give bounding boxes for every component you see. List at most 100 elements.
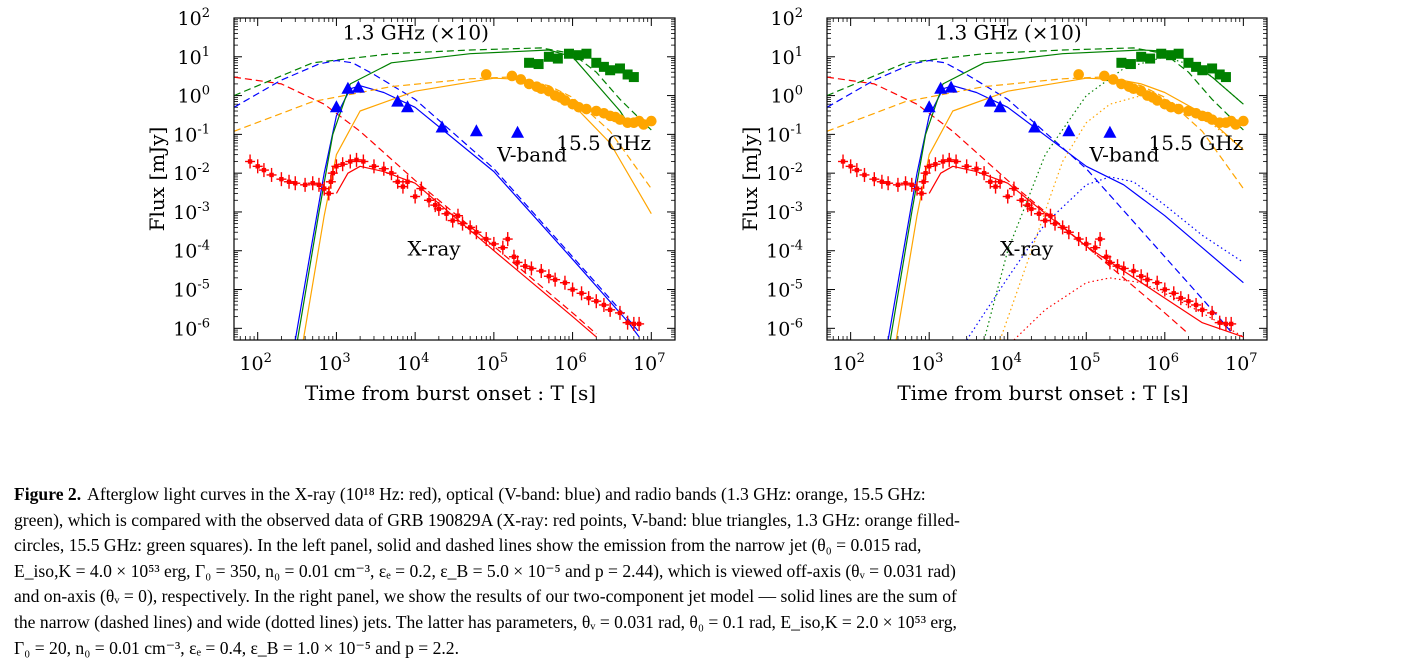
x-tick-label: 105 [476, 351, 508, 375]
xray-point [266, 167, 277, 182]
xray-point [1026, 201, 1037, 216]
xray-point [290, 176, 301, 191]
curve-solid [294, 85, 640, 340]
xray-point [471, 225, 482, 240]
radio-1-3ghz-point [480, 69, 492, 80]
xray-point [258, 163, 269, 178]
xray-point [883, 176, 894, 191]
radio-15-5ghz-point [1191, 61, 1202, 72]
x-tick-label: 102 [832, 351, 864, 375]
caption-line: Γ₀ = 20, n₀ = 0.01 cm⁻³, εₑ = 0.4, ε_B =… [14, 637, 459, 658]
y-tick-label: 102 [178, 6, 210, 30]
y-tick-label: 101 [771, 45, 803, 69]
xray-point [1168, 286, 1179, 301]
curve-dashed [234, 59, 640, 333]
xray-point [358, 154, 369, 169]
radio-15-5ghz-point [1156, 48, 1167, 59]
xray-point [1136, 269, 1147, 284]
xray-point [276, 172, 287, 187]
caption-line: green), which is compared with the obser… [14, 509, 960, 530]
xray-point [634, 316, 645, 331]
xray-point [433, 201, 444, 216]
curve-solid [296, 49, 629, 340]
caption-label: Figure 2. [14, 484, 82, 504]
caption-line: circles, 15.5 GHz: green squares). In th… [14, 535, 922, 556]
vband-point [329, 100, 343, 113]
chart-annotation: 1.3 GHz (×10) [343, 20, 489, 44]
radio-15-5ghz-point [581, 48, 592, 59]
chart-panel-right: 102 103 104 105 106 107 10-6 10-5 10-4 10-3 10-2 10… [738, 6, 1268, 405]
radio-15-5ghz-point [1214, 69, 1225, 80]
xray-point [869, 172, 880, 187]
plot-frame [233, 17, 676, 341]
xray-point [591, 294, 602, 309]
xray-point [944, 152, 955, 167]
xray-point [457, 216, 468, 231]
y-tick-label: 10-4 [173, 239, 210, 263]
xray-point [924, 159, 935, 174]
y-tick-label: 10-3 [766, 200, 803, 224]
xray-point [526, 261, 537, 276]
xray-point [1175, 291, 1186, 306]
xray-point [323, 186, 334, 201]
xray-point [1016, 193, 1027, 208]
y-axis-label: Flux [mJy] [145, 127, 169, 232]
x-tick-label: 106 [1147, 351, 1179, 375]
y-tick-label: 10-1 [173, 122, 210, 146]
xray-point [900, 176, 911, 191]
xray-point [392, 174, 403, 189]
xray-point [452, 208, 463, 223]
curve-dotted [1013, 277, 1244, 340]
xray-point [961, 159, 972, 174]
xray-point [576, 286, 587, 301]
xray-point [605, 302, 616, 317]
xray-point [1112, 259, 1123, 274]
radio-1-3ghz-point [1107, 74, 1119, 85]
xray-point [1128, 264, 1139, 279]
chart-annotation: V-band [1089, 142, 1160, 166]
radio-1-3ghz-point [646, 115, 657, 127]
xray-point [1207, 305, 1218, 320]
xray-point [838, 154, 849, 169]
xray-point [622, 315, 633, 330]
xray-point [313, 177, 324, 192]
y-tick-label: 100 [771, 84, 803, 108]
curve-dashed [234, 76, 597, 335]
radio-15-5ghz-point [598, 61, 609, 72]
x-tick-label: 104 [989, 351, 1021, 375]
xray-point [1050, 216, 1061, 231]
chart-annotation: X-ray [408, 237, 462, 261]
x-tick-label: 107 [1225, 351, 1257, 375]
vband-point [469, 124, 483, 137]
vband-point [993, 100, 1007, 113]
radio-15-5ghz-point [1125, 59, 1136, 70]
xray-point [559, 275, 570, 290]
caption-line: E_iso,K = 4.0 × 10⁵³ erg, Γ₀ = 350, n₀ =… [14, 560, 956, 581]
xray-point [331, 159, 342, 174]
chart-panel-left: 102 103 104 105 106 107 10-6 10-5 10-4 10-3 10-2 10… [145, 6, 676, 405]
radio-15-5ghz-point [622, 69, 633, 80]
xray-point [1197, 302, 1208, 317]
curve-solid [887, 85, 1244, 340]
curve-solid [335, 165, 597, 338]
observed-data [838, 48, 1249, 331]
vband-point [351, 80, 365, 93]
xray-point [1073, 232, 1084, 247]
chart-annotation: V-band [496, 142, 567, 166]
radio-15-5ghz-point [533, 59, 544, 70]
chart-annotation: 15.5 GHz [556, 131, 651, 155]
figure-caption: Figure 2. Afterglow light curves in the X… [14, 482, 1310, 661]
xray-point [337, 157, 348, 172]
xray-point [859, 167, 870, 182]
curve-dotted [966, 176, 1244, 340]
x-tick-label: 103 [318, 351, 350, 375]
radio-15-5ghz-point [605, 65, 616, 76]
x-tick-label: 103 [911, 351, 943, 375]
radio-15-5ghz-point [1136, 51, 1147, 62]
vband-point [511, 125, 525, 138]
vband-point [922, 100, 936, 113]
chart-annotation: 15.5 GHz [1149, 131, 1244, 155]
x-tick-label: 104 [397, 351, 429, 375]
y-axis-label: Flux [mJy] [738, 127, 762, 232]
xray-point [307, 176, 318, 191]
